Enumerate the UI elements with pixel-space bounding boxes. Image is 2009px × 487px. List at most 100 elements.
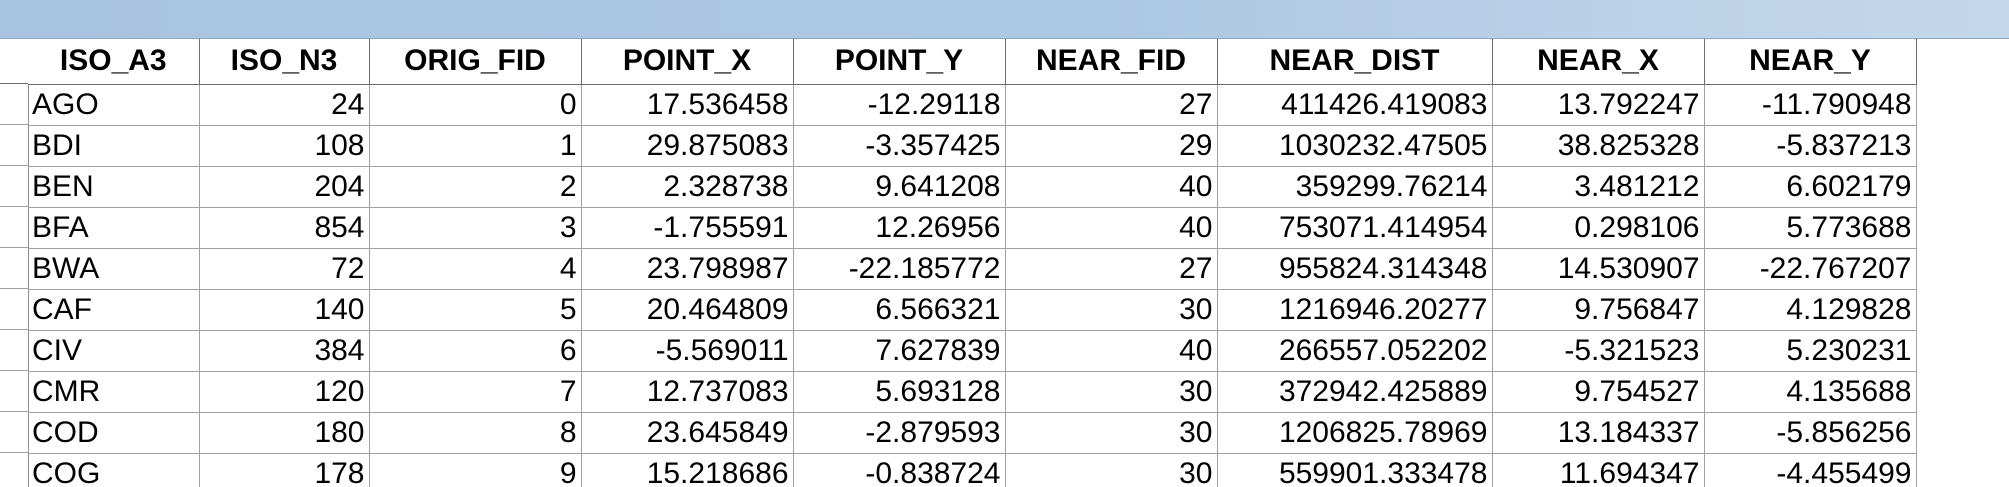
table-cell-near-fid[interactable]: 30 xyxy=(1005,371,1218,413)
table-cell-point-x[interactable]: 2.328738 xyxy=(581,166,794,208)
table-cell-iso-n3[interactable]: 180 xyxy=(199,412,370,454)
table-cell-near-y[interactable]: -22.767207 xyxy=(1704,248,1917,290)
table-cell-iso-n3[interactable]: 204 xyxy=(199,166,370,208)
table-row[interactable]: BDI 108 1 29.875083 -3.357425 29 1030232.47505… xyxy=(28,125,1917,167)
table-cell-near-fid[interactable]: 29 xyxy=(1005,125,1218,167)
table-cell-orig-fid[interactable]: 4 xyxy=(369,248,582,290)
table-cell-iso-n3[interactable]: 178 xyxy=(199,453,370,487)
table-cell-orig-fid[interactable]: 0 xyxy=(369,84,582,126)
table-row[interactable]: COG 178 9 15.218686 -0.838724 30 559901.333478… xyxy=(28,453,1917,487)
table-cell-iso-a3[interactable]: AGO xyxy=(28,84,200,126)
row-selector[interactable] xyxy=(0,166,28,207)
table-cell-point-x[interactable]: -5.569011 xyxy=(581,330,794,372)
table-cell-near-dist[interactable]: 372942.425889 xyxy=(1217,371,1493,413)
table-cell-iso-a3[interactable]: CAF xyxy=(28,289,200,331)
table-cell-orig-fid[interactable]: 6 xyxy=(369,330,582,372)
column-header-orig-fid[interactable]: ORIG_FID xyxy=(369,39,582,85)
column-header-point-y[interactable]: POINT_Y xyxy=(793,39,1006,85)
table-row[interactable]: CAF 140 5 20.464809 6.566321 30 1216946.20277 9… xyxy=(28,289,1917,331)
table-cell-near-fid[interactable]: 40 xyxy=(1005,207,1218,249)
column-header-near-dist[interactable]: NEAR_DIST xyxy=(1217,39,1493,85)
table-cell-near-y[interactable]: 6.602179 xyxy=(1704,166,1917,208)
table-cell-orig-fid[interactable]: 1 xyxy=(369,125,582,167)
column-header-iso-n3[interactable]: ISO_N3 xyxy=(199,39,370,85)
table-cell-near-y[interactable]: -5.856256 xyxy=(1704,412,1917,454)
table-cell-near-dist[interactable]: 1030232.47505 xyxy=(1217,125,1493,167)
table-cell-near-x[interactable]: -5.321523 xyxy=(1492,330,1705,372)
table-cell-iso-a3[interactable]: BFA xyxy=(28,207,200,249)
table-cell-iso-n3[interactable]: 854 xyxy=(199,207,370,249)
table-cell-near-x[interactable]: 11.694347 xyxy=(1492,453,1705,487)
table-cell-near-x[interactable]: 13.792247 xyxy=(1492,84,1705,126)
table-row[interactable]: BEN 204 2 2.328738 9.641208 40 359299.76214 3.4… xyxy=(28,166,1917,208)
table-cell-iso-n3[interactable]: 140 xyxy=(199,289,370,331)
table-cell-iso-a3[interactable]: CIV xyxy=(28,330,200,372)
table-cell-near-x[interactable]: 38.825328 xyxy=(1492,125,1705,167)
table-cell-iso-a3[interactable]: COG xyxy=(28,453,200,487)
table-cell-orig-fid[interactable]: 9 xyxy=(369,453,582,487)
table-cell-iso-a3[interactable]: CMR xyxy=(28,371,200,413)
table-cell-orig-fid[interactable]: 2 xyxy=(369,166,582,208)
table-cell-near-y[interactable]: 4.129828 xyxy=(1704,289,1917,331)
table-cell-near-dist[interactable]: 1206825.78969 xyxy=(1217,412,1493,454)
table-cell-orig-fid[interactable]: 8 xyxy=(369,412,582,454)
table-cell-near-x[interactable]: 13.184337 xyxy=(1492,412,1705,454)
table-cell-orig-fid[interactable]: 3 xyxy=(369,207,582,249)
table-cell-point-y[interactable]: -2.879593 xyxy=(793,412,1006,454)
table-cell-point-y[interactable]: -3.357425 xyxy=(793,125,1006,167)
table-row[interactable]: CMR 120 7 12.737083 5.693128 30 372942.425889 9… xyxy=(28,371,1917,413)
table-cell-near-fid[interactable]: 30 xyxy=(1005,289,1218,331)
table-cell-point-y[interactable]: -12.29118 xyxy=(793,84,1006,126)
row-selector[interactable] xyxy=(0,248,28,289)
column-header-near-y[interactable]: NEAR_Y xyxy=(1704,39,1917,85)
table-cell-near-y[interactable]: -11.790948 xyxy=(1704,84,1917,126)
table-cell-near-x[interactable]: 0.298106 xyxy=(1492,207,1705,249)
table-cell-near-dist[interactable]: 266557.052202 xyxy=(1217,330,1493,372)
table-cell-near-y[interactable]: -4.455499 xyxy=(1704,453,1917,487)
table-cell-iso-n3[interactable]: 72 xyxy=(199,248,370,290)
table-cell-near-dist[interactable]: 411426.419083 xyxy=(1217,84,1493,126)
table-cell-iso-a3[interactable]: BWA xyxy=(28,248,200,290)
table-cell-near-fid[interactable]: 30 xyxy=(1005,453,1218,487)
table-cell-near-dist[interactable]: 559901.333478 xyxy=(1217,453,1493,487)
table-cell-point-y[interactable]: 12.26956 xyxy=(793,207,1006,249)
table-cell-point-y[interactable]: 5.693128 xyxy=(793,371,1006,413)
row-selector[interactable] xyxy=(0,371,28,412)
table-cell-near-y[interactable]: -5.837213 xyxy=(1704,125,1917,167)
table-cell-near-fid[interactable]: 40 xyxy=(1005,330,1218,372)
table-cell-point-x[interactable]: 15.218686 xyxy=(581,453,794,487)
row-selector[interactable] xyxy=(0,125,28,166)
row-selector[interactable] xyxy=(0,289,28,330)
table-cell-iso-n3[interactable]: 120 xyxy=(199,371,370,413)
table-cell-near-x[interactable]: 3.481212 xyxy=(1492,166,1705,208)
row-selector-header[interactable] xyxy=(0,39,28,84)
row-selector[interactable] xyxy=(0,207,28,248)
table-cell-orig-fid[interactable]: 7 xyxy=(369,371,582,413)
table-row[interactable]: BWA 72 4 23.798987 -22.185772 27 955824.314348… xyxy=(28,248,1917,290)
table-cell-near-y[interactable]: 4.135688 xyxy=(1704,371,1917,413)
column-header-near-fid[interactable]: NEAR_FID xyxy=(1005,39,1218,85)
table-cell-near-fid[interactable]: 40 xyxy=(1005,166,1218,208)
row-selector[interactable] xyxy=(0,453,28,487)
table-row[interactable]: CIV 384 6 -5.569011 7.627839 40 266557.052202-… xyxy=(28,330,1917,372)
table-cell-near-dist[interactable]: 955824.314348 xyxy=(1217,248,1493,290)
table-cell-near-x[interactable]: 9.754527 xyxy=(1492,371,1705,413)
row-selector[interactable] xyxy=(0,412,28,453)
table-cell-near-y[interactable]: 5.773688 xyxy=(1704,207,1917,249)
table-cell-iso-n3[interactable]: 24 xyxy=(199,84,370,126)
table-row[interactable]: AGO 24 0 17.536458 -12.29118 27 411426.419083 1… xyxy=(28,84,1917,126)
table-row[interactable]: BFA 854 3 -1.755591 12.26956 40 753071.414954 0… xyxy=(28,207,1917,249)
row-selector[interactable] xyxy=(0,84,28,125)
table-cell-near-dist[interactable]: 1216946.20277 xyxy=(1217,289,1493,331)
table-cell-near-x[interactable]: 9.756847 xyxy=(1492,289,1705,331)
table-cell-point-y[interactable]: 7.627839 xyxy=(793,330,1006,372)
table-cell-iso-a3[interactable]: COD xyxy=(28,412,200,454)
table-cell-point-y[interactable]: 6.566321 xyxy=(793,289,1006,331)
table-row[interactable]: COD 180 8 23.645849 -2.879593 30 1206825.78969… xyxy=(28,412,1917,454)
table-cell-point-x[interactable]: 23.645849 xyxy=(581,412,794,454)
column-header-point-x[interactable]: POINT_X xyxy=(581,39,794,85)
table-cell-point-x[interactable]: 29.875083 xyxy=(581,125,794,167)
table-cell-near-dist[interactable]: 753071.414954 xyxy=(1217,207,1493,249)
table-cell-point-y[interactable]: 9.641208 xyxy=(793,166,1006,208)
table-cell-near-dist[interactable]: 359299.76214 xyxy=(1217,166,1493,208)
